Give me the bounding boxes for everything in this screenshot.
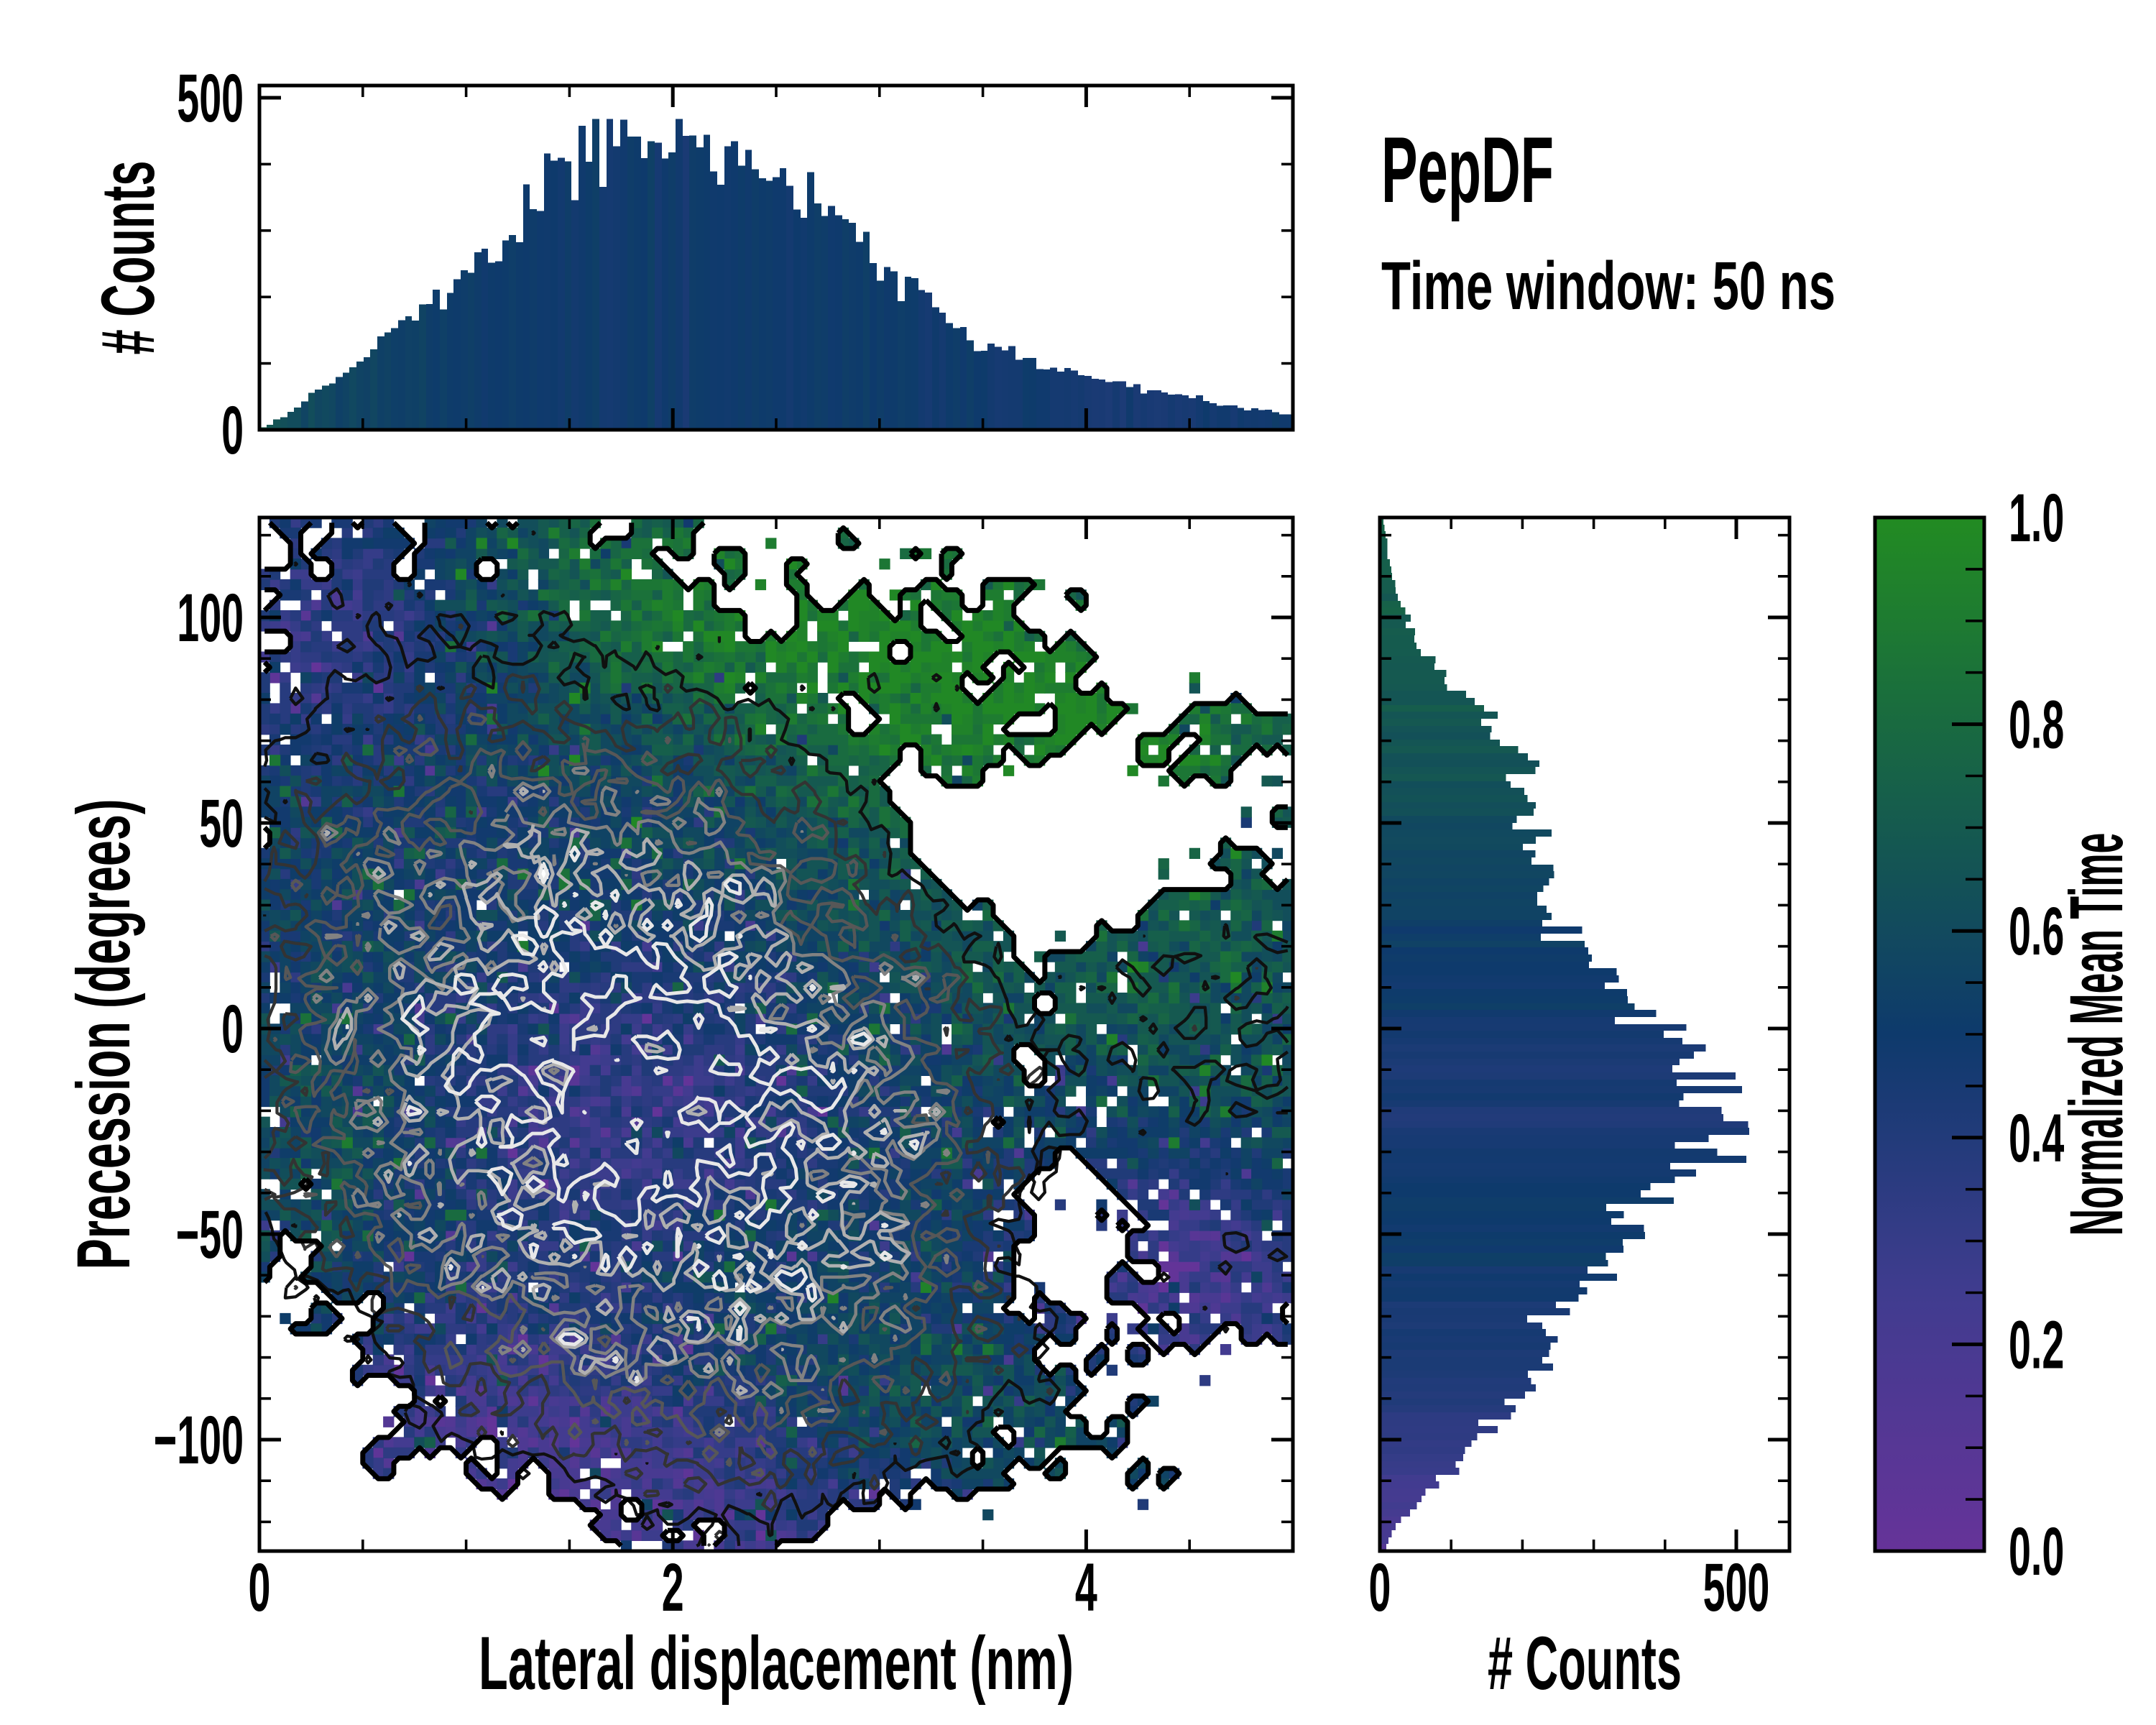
svg-text:0.0: 0.0 <box>2009 1514 2064 1590</box>
svg-text:1.0: 1.0 <box>2009 480 2064 556</box>
svg-text:Lateral displacement (nm): Lateral displacement (nm) <box>479 1622 1074 1706</box>
svg-text:0: 0 <box>221 991 244 1067</box>
svg-text:0.2: 0.2 <box>2009 1307 2064 1383</box>
svg-text:Precession (degrees): Precession (degrees) <box>62 799 146 1270</box>
svg-text:# Counts: # Counts <box>86 161 170 355</box>
svg-text:−100: −100 <box>154 1402 244 1478</box>
svg-text:0: 0 <box>1369 1550 1391 1626</box>
svg-text:# Counts: # Counts <box>1488 1622 1682 1706</box>
svg-text:0: 0 <box>221 392 244 469</box>
svg-text:500: 500 <box>177 60 244 137</box>
svg-text:−50: −50 <box>176 1197 244 1273</box>
svg-text:0.8: 0.8 <box>2009 687 2064 763</box>
svg-text:0.4: 0.4 <box>2009 1100 2064 1177</box>
svg-text:0.6: 0.6 <box>2009 893 2064 970</box>
svg-text:Time window: 50 ns: Time window: 50 ns <box>1381 248 1835 324</box>
svg-text:2: 2 <box>662 1550 684 1626</box>
svg-text:100: 100 <box>177 580 244 656</box>
svg-text:50: 50 <box>199 786 244 862</box>
svg-text:500: 500 <box>1703 1550 1770 1626</box>
svg-text:PepDF: PepDF <box>1381 117 1554 222</box>
svg-text:4: 4 <box>1075 1550 1097 1626</box>
svg-text:Normalized Mean Time: Normalized Mean Time <box>2055 833 2139 1236</box>
svg-text:0: 0 <box>249 1550 271 1626</box>
